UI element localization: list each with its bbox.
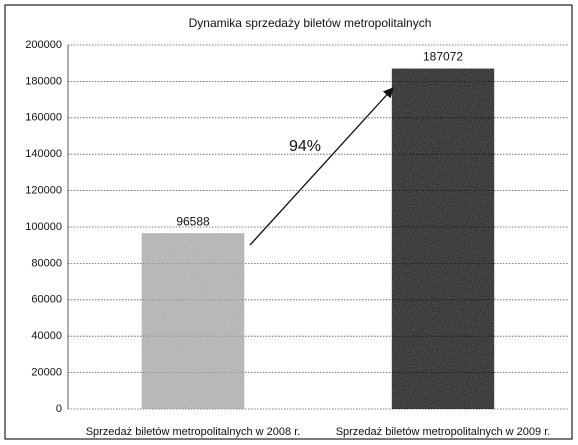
bar: [141, 233, 245, 409]
y-tick-label: 80000: [31, 257, 62, 269]
growth-arrow: [249, 87, 394, 246]
y-tick-label: 0: [56, 403, 62, 415]
data-label: 96588: [176, 214, 210, 228]
y-tick-label: 200000: [25, 39, 62, 51]
bar: [391, 68, 495, 409]
chart-title: Dynamika sprzedaży biletów metropolitaln…: [189, 16, 432, 30]
y-tick-label: 20000: [31, 367, 62, 379]
y-tick-label: 40000: [31, 330, 62, 342]
data-label: 187072: [423, 50, 463, 64]
y-tick-label: 100000: [25, 221, 62, 233]
y-tick-label: 120000: [25, 185, 62, 197]
y-tick-label: 160000: [25, 112, 62, 124]
chart-frame: [4, 4, 573, 440]
y-tick-label: 60000: [31, 294, 62, 306]
x-tick-label: Sprzedaż biletów metropolitalnych w 2009…: [336, 426, 551, 438]
x-tick-label: Sprzedaż biletów metropolitalnych w 2008…: [86, 426, 301, 438]
annotation: 94%: [289, 138, 321, 155]
y-tick-label: 140000: [25, 148, 62, 160]
y-tick-label: 180000: [25, 75, 62, 87]
